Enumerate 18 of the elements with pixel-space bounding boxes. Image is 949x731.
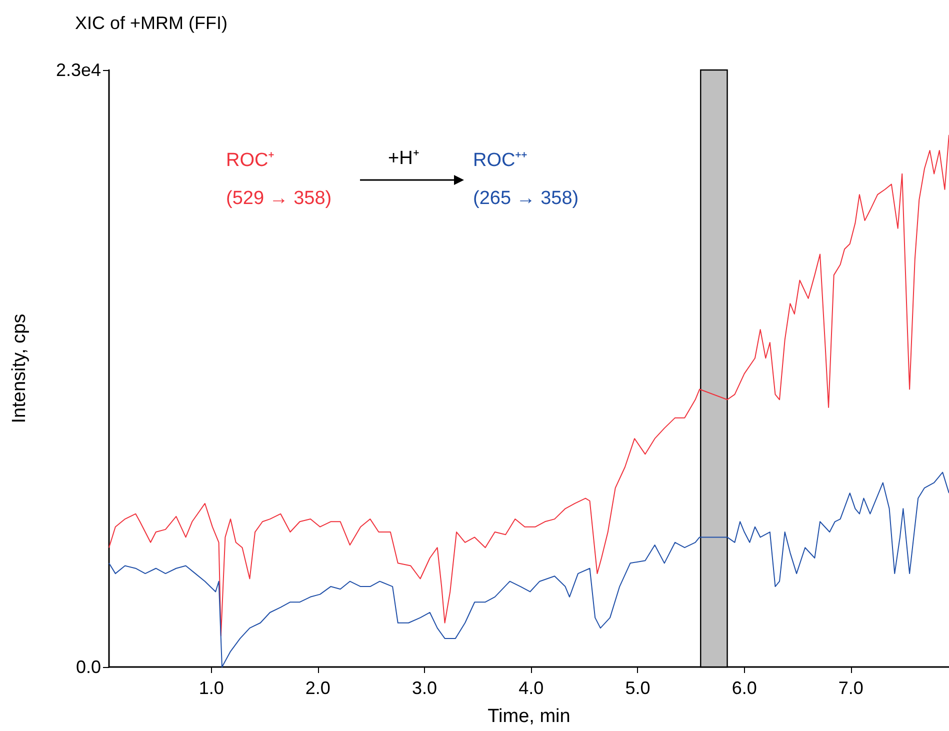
- annotation: ROC⁺⁺: [473, 149, 528, 172]
- x-axis-title: Time, min: [488, 706, 570, 727]
- annotation: (265 → 358): [473, 188, 579, 210]
- y-axis-title: Intensity, cps: [9, 314, 30, 424]
- annotation: ROC⁺: [226, 149, 274, 172]
- x-tick-label: 4.0: [518, 678, 544, 698]
- x-tick-label: 6.0: [732, 678, 757, 698]
- line-series: [108, 134, 949, 636]
- x-tick-label: 5.0: [625, 678, 650, 698]
- x-tick-label: 2.0: [305, 678, 330, 698]
- annotation: (529 → 358): [226, 188, 332, 210]
- y-tick-label: 2.3e4: [56, 60, 101, 80]
- x-tick-label: 3.0: [412, 678, 438, 698]
- x-tick-label: 7.0: [838, 678, 864, 698]
- x-tick-label: 1.0: [198, 678, 224, 698]
- annotation: +H⁺: [388, 147, 419, 170]
- chart-title: XIC of +MRM (FFI): [75, 13, 228, 34]
- y-tick-label: 0.0: [76, 657, 101, 677]
